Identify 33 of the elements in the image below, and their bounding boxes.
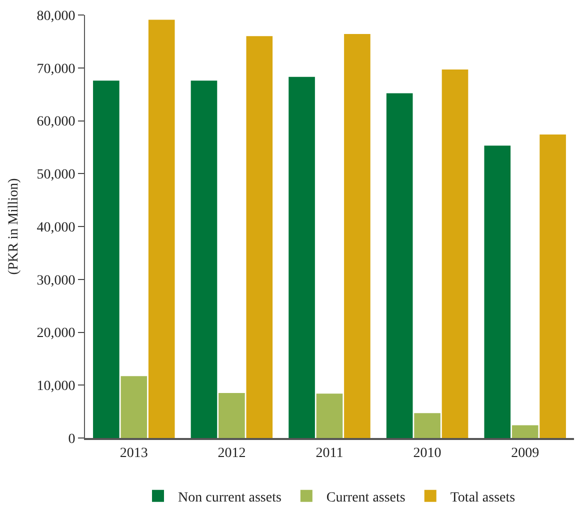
x-tick-label: 2011 [316,446,344,461]
bar [148,20,175,438]
y-axis-title: (PKR in Million) [6,178,22,275]
y-tick-label: 80,000 [36,8,76,24]
bar [484,146,511,438]
bar [246,36,273,438]
y-tick-label: 30,000 [36,273,76,288]
x-tick-label: 2012 [218,446,246,461]
bar [316,394,343,438]
x-tick-label: 2010 [413,446,442,461]
bar [386,93,413,438]
bar [344,34,370,438]
y-tick-label: 40,000 [36,220,76,236]
legend-label: Current assets [326,490,406,506]
y-tick-label: 10,000 [36,379,76,394]
bar [288,76,315,438]
bar [120,376,148,438]
y-tick-label: 50,000 [36,168,76,183]
y-tick-label: 20,000 [36,326,76,342]
bar [540,134,566,438]
x-tick-label: 2009 [511,446,540,461]
bar [414,413,440,438]
legend-label: Total assets [450,490,516,506]
legend-label: Non current assets [178,490,282,506]
bar [218,393,245,438]
y-tick-label: 0 [68,432,76,447]
bar [442,69,468,438]
x-tick-label: 2013 [120,446,148,461]
y-tick-label: 60,000 [36,114,76,130]
y-tick-label: 70,000 [36,62,76,77]
bar [190,80,218,438]
bar [512,425,538,438]
bar [93,80,120,438]
